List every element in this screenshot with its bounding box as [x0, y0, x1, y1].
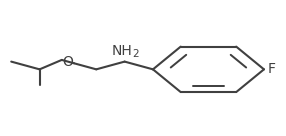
Text: F: F: [267, 62, 275, 76]
Text: NH: NH: [112, 44, 133, 58]
Text: O: O: [62, 55, 74, 69]
Text: 2: 2: [133, 49, 139, 59]
